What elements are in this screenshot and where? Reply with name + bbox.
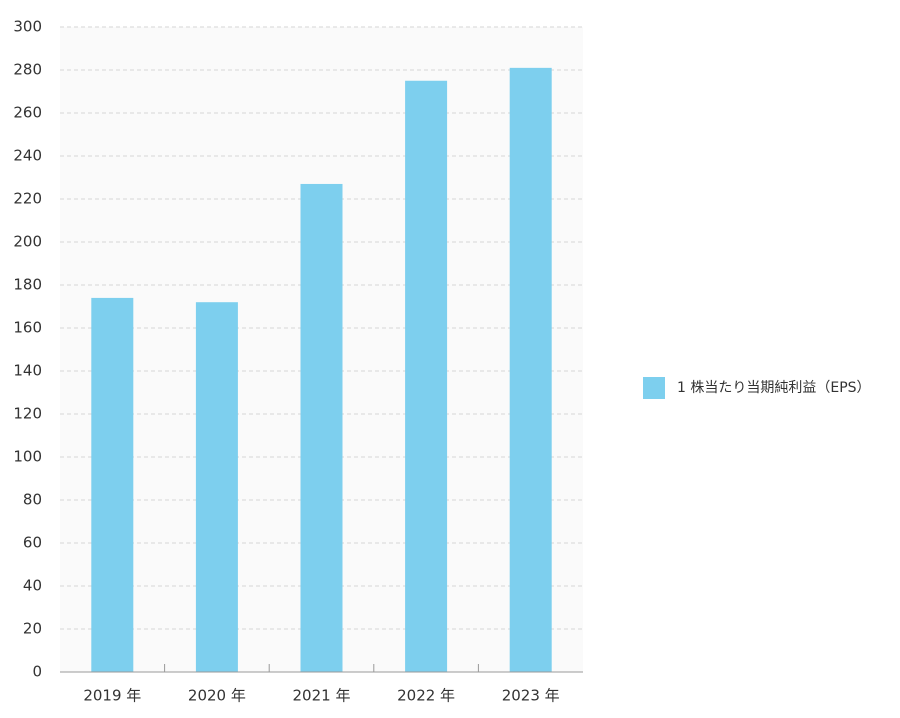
bar <box>300 183 343 672</box>
y-tick-label: 80 <box>23 491 42 509</box>
y-tick-label: 280 <box>13 61 42 79</box>
bar <box>509 67 552 673</box>
bar <box>405 80 448 672</box>
y-tick-label: 220 <box>13 190 42 208</box>
y-tick-label: 200 <box>13 233 42 251</box>
y-tick-label: 0 <box>32 663 42 681</box>
y-tick-label: 240 <box>13 147 42 165</box>
y-tick-label: 100 <box>13 448 42 466</box>
legend-swatch <box>643 377 665 399</box>
y-tick-label: 140 <box>13 362 42 380</box>
bar <box>91 297 134 672</box>
y-tick-label: 60 <box>23 534 42 552</box>
legend-label: 1 株当たり当期純利益（EPS） <box>677 380 871 396</box>
y-tick-label: 180 <box>13 276 42 294</box>
x-tick-label: 2022 年 <box>397 687 455 705</box>
y-tick-label: 300 <box>13 18 42 36</box>
y-tick-label: 120 <box>13 405 42 423</box>
bar <box>195 302 238 672</box>
x-tick-label: 2021 年 <box>293 687 351 705</box>
y-tick-label: 160 <box>13 319 42 337</box>
y-tick-label: 40 <box>23 577 42 595</box>
x-tick-label: 2020 年 <box>188 687 246 705</box>
x-tick-label: 2023 年 <box>502 687 560 705</box>
y-tick-label: 20 <box>23 620 42 638</box>
x-tick-label: 2019 年 <box>83 687 141 705</box>
y-tick-label: 260 <box>13 104 42 122</box>
